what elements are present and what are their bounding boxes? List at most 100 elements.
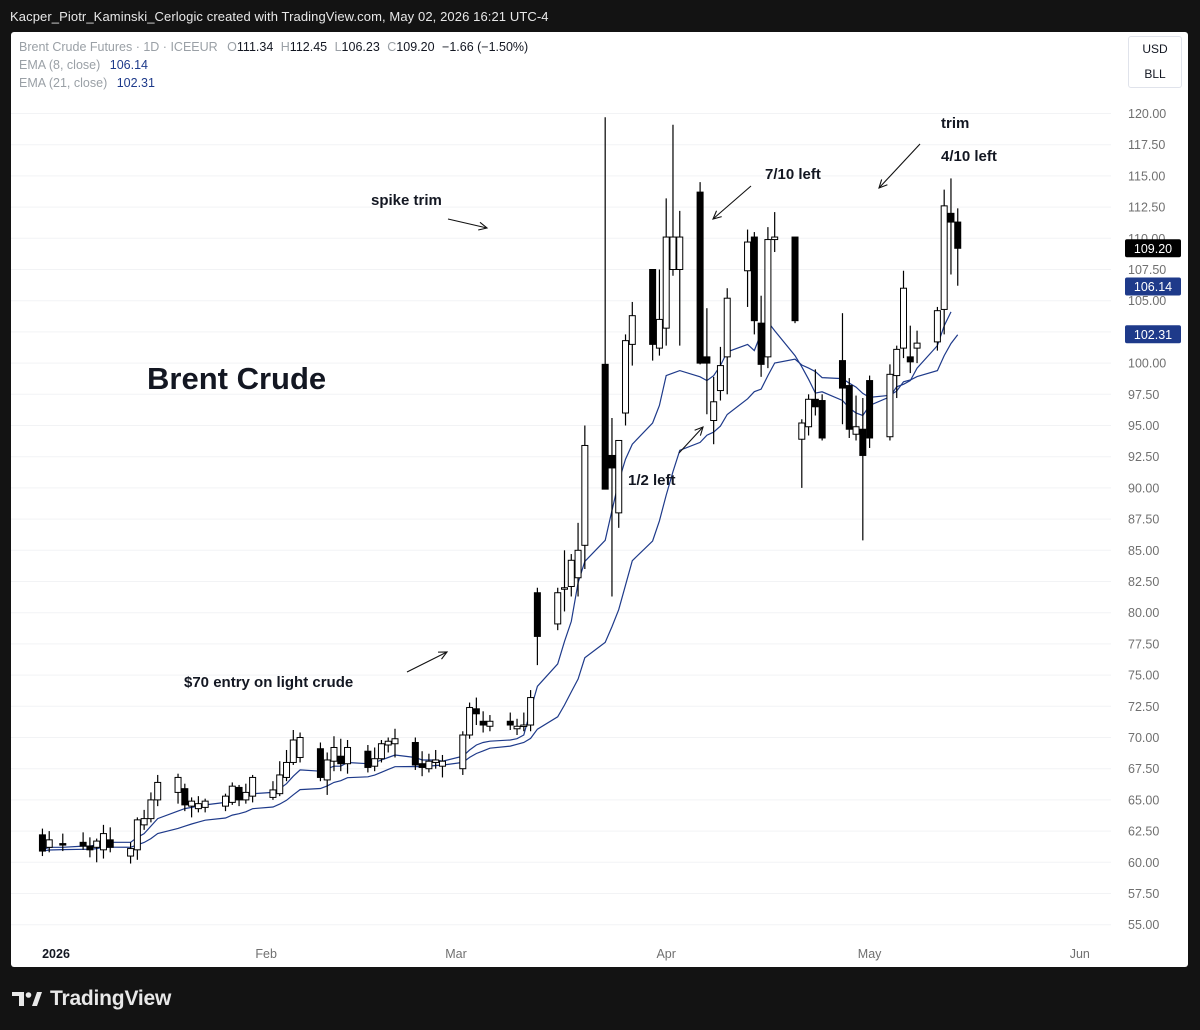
candle[interactable] bbox=[432, 749, 440, 769]
candle[interactable] bbox=[337, 738, 345, 772]
candle[interactable] bbox=[615, 439, 623, 528]
candle[interactable] bbox=[472, 697, 480, 726]
candle[interactable] bbox=[486, 715, 494, 732]
candle[interactable] bbox=[418, 751, 426, 777]
candle[interactable] bbox=[933, 306, 941, 351]
candle[interactable] bbox=[242, 783, 250, 804]
candle[interactable] bbox=[655, 269, 663, 356]
candle[interactable] bbox=[527, 690, 535, 732]
price-chart[interactable]: Brent Crude spike trim 7/10 left trim 4/10 l… bbox=[11, 32, 1188, 967]
candle[interactable] bbox=[533, 587, 541, 666]
candle[interactable] bbox=[845, 378, 853, 438]
candle[interactable] bbox=[947, 178, 955, 275]
candle[interactable] bbox=[228, 782, 236, 805]
candle[interactable] bbox=[859, 398, 867, 541]
candle[interactable] bbox=[710, 376, 718, 445]
candle[interactable] bbox=[140, 809, 148, 830]
candle[interactable] bbox=[344, 739, 352, 774]
candle[interactable] bbox=[99, 824, 107, 859]
candle[interactable] bbox=[581, 425, 589, 570]
candle[interactable] bbox=[703, 308, 711, 415]
candle[interactable] bbox=[438, 754, 446, 778]
candle[interactable] bbox=[371, 747, 379, 772]
candle[interactable] bbox=[154, 774, 162, 807]
candle[interactable] bbox=[520, 712, 528, 732]
candle[interactable] bbox=[276, 761, 284, 797]
candle[interactable] bbox=[296, 732, 304, 763]
candle[interactable] bbox=[676, 210, 684, 346]
candle[interactable] bbox=[222, 793, 229, 812]
candle[interactable] bbox=[459, 731, 467, 775]
candle[interactable] bbox=[723, 288, 731, 395]
candle[interactable] bbox=[201, 798, 209, 813]
candle[interactable] bbox=[127, 842, 135, 864]
candle[interactable] bbox=[662, 198, 670, 346]
candle[interactable] bbox=[838, 313, 846, 425]
candle[interactable] bbox=[601, 117, 609, 490]
candle[interactable] bbox=[622, 334, 630, 426]
candle[interactable] bbox=[954, 208, 962, 286]
candle[interactable] bbox=[744, 229, 752, 307]
candle[interactable] bbox=[59, 833, 67, 852]
candle[interactable] bbox=[764, 227, 772, 369]
candle[interactable] bbox=[384, 737, 392, 753]
candle[interactable] bbox=[818, 394, 826, 441]
candle[interactable] bbox=[852, 395, 860, 441]
candle[interactable] bbox=[886, 364, 894, 441]
candle[interactable] bbox=[913, 330, 921, 364]
candle[interactable] bbox=[554, 587, 562, 631]
candle[interactable] bbox=[798, 419, 806, 488]
candle[interactable] bbox=[181, 783, 189, 812]
candle[interactable] bbox=[466, 702, 474, 739]
candle[interactable] bbox=[377, 739, 385, 763]
candle[interactable] bbox=[940, 189, 948, 335]
candle[interactable] bbox=[269, 781, 277, 800]
candle[interactable] bbox=[86, 837, 94, 858]
candle[interactable] bbox=[608, 418, 616, 597]
candle[interactable] bbox=[425, 753, 433, 773]
candle[interactable] bbox=[506, 712, 514, 731]
candle[interactable] bbox=[561, 550, 568, 612]
candle[interactable] bbox=[805, 394, 813, 436]
candle[interactable] bbox=[906, 325, 914, 374]
candle[interactable] bbox=[289, 730, 297, 765]
candle[interactable] bbox=[791, 236, 799, 324]
candle[interactable] bbox=[283, 749, 291, 782]
currency-unit-selector[interactable]: USD BLL bbox=[1128, 36, 1182, 88]
candle[interactable] bbox=[316, 742, 324, 782]
candle[interactable] bbox=[567, 554, 575, 597]
candle[interactable] bbox=[750, 232, 758, 335]
candle[interactable] bbox=[866, 375, 874, 448]
candle[interactable] bbox=[38, 828, 46, 857]
candle[interactable] bbox=[574, 522, 582, 597]
candle[interactable] bbox=[391, 728, 399, 758]
candle[interactable] bbox=[323, 752, 331, 795]
candle[interactable] bbox=[93, 838, 101, 863]
candle[interactable] bbox=[194, 796, 202, 813]
candle[interactable] bbox=[330, 736, 338, 772]
candle[interactable] bbox=[45, 831, 53, 853]
candle[interactable] bbox=[649, 269, 657, 361]
candle[interactable] bbox=[893, 345, 901, 399]
candle[interactable] bbox=[411, 737, 419, 770]
candle[interactable] bbox=[364, 744, 372, 773]
candle[interactable] bbox=[133, 817, 141, 860]
chart-panel[interactable]: Brent Crude spike trim 7/10 left trim 4/10 l… bbox=[11, 32, 1188, 967]
candle[interactable] bbox=[174, 773, 182, 804]
candle[interactable] bbox=[188, 797, 196, 818]
unit-label[interactable]: BLL bbox=[1144, 67, 1166, 81]
candle[interactable] bbox=[771, 212, 779, 253]
candle[interactable] bbox=[716, 346, 724, 401]
candle[interactable] bbox=[628, 301, 636, 366]
candle[interactable] bbox=[900, 270, 907, 359]
currency-label[interactable]: USD bbox=[1142, 42, 1168, 56]
legend-ema8-row[interactable]: EMA (8, close) 106.14 bbox=[19, 56, 528, 74]
candle[interactable] bbox=[479, 711, 487, 733]
candle[interactable] bbox=[249, 774, 257, 803]
candle[interactable] bbox=[106, 827, 114, 853]
candle[interactable] bbox=[513, 718, 521, 736]
candle[interactable] bbox=[811, 369, 819, 416]
candle[interactable] bbox=[669, 124, 677, 276]
legend-ema21-row[interactable]: EMA (21, close) 102.31 bbox=[19, 74, 528, 92]
candle[interactable] bbox=[696, 182, 704, 365]
